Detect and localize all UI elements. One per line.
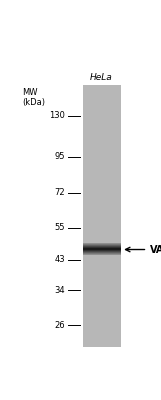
Text: 95: 95	[55, 152, 65, 161]
Text: 43: 43	[54, 255, 65, 264]
Text: HeLa: HeLa	[90, 73, 113, 82]
Text: 55: 55	[55, 223, 65, 232]
Text: 130: 130	[49, 112, 65, 120]
Text: MW
(kDa): MW (kDa)	[23, 88, 46, 108]
Text: 72: 72	[54, 188, 65, 197]
Text: 34: 34	[54, 286, 65, 295]
Text: 26: 26	[54, 320, 65, 330]
Text: VASP: VASP	[150, 244, 161, 254]
